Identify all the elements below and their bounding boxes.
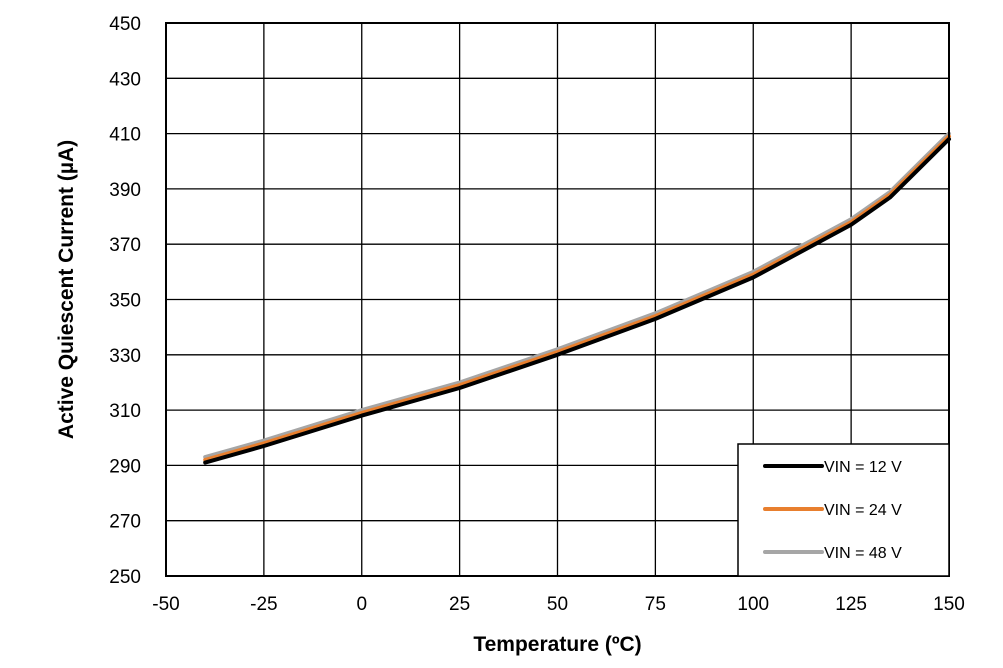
series-lines [203,131,951,465]
legend-entry: VIN = 24 V [824,502,902,519]
x-tick-label: 150 [933,594,965,615]
y-tick-label: 410 [109,125,141,146]
y-tick-label: 310 [109,401,141,422]
x-tick-label: -25 [250,594,277,615]
x-tick-labels: -50 -25 0 25 50 75 100 125 150 [152,594,965,615]
y-tick-label: 270 [109,512,141,533]
legend: VIN = 12 V VIN = 24 V VIN = 48 V [737,443,950,577]
y-tick-label: 290 [109,456,141,477]
y-tick-label: 330 [109,346,141,367]
y-tick-label: 370 [109,235,141,256]
x-tick-label: 75 [645,594,666,615]
series-line [203,134,951,462]
y-tick-label: 250 [109,567,141,588]
y-tick-label: 350 [109,291,141,312]
x-tick-label: 125 [835,594,867,615]
series-line [203,137,951,465]
y-tick-label: 390 [109,180,141,201]
x-tick-label: -50 [152,594,179,615]
x-tick-label: 50 [547,594,568,615]
y-axis-title: Active Quiescent Current (µA) [55,140,78,439]
x-axis-title: Temperature (ºC) [473,633,641,656]
x-tick-label: 0 [356,594,367,615]
y-tick-label: 450 [109,14,141,35]
y-tick-labels: 250 270 290 310 330 350 370 390 410 430 450 [109,14,141,588]
series-line [203,131,951,460]
legend-entry: VIN = 12 V [824,459,902,476]
y-tick-label: 430 [109,69,141,90]
x-tick-label: 100 [737,594,769,615]
plot-frame [165,22,950,577]
x-tick-label: 25 [449,594,470,615]
legend-entry: VIN = 48 V [824,545,902,562]
